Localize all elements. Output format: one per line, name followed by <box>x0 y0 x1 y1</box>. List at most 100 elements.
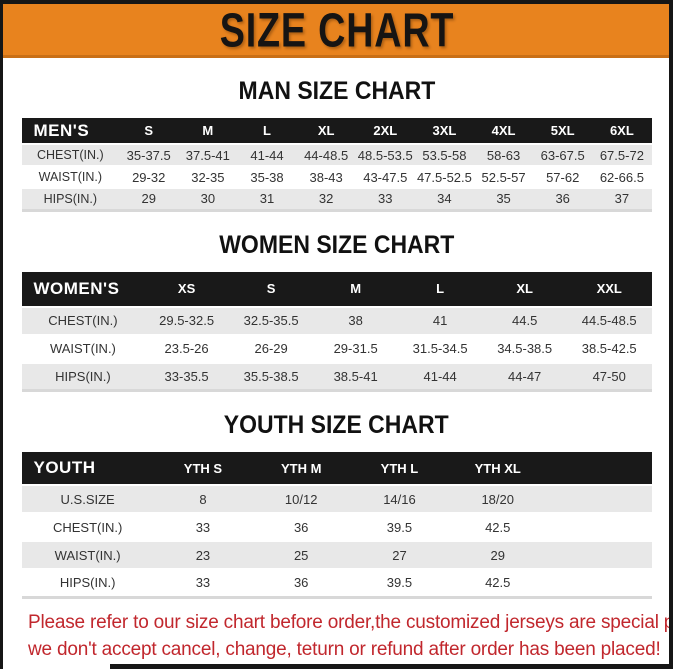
measurement-cell: 58-63 <box>473 143 534 166</box>
size-column-header: YTH XL <box>448 452 547 485</box>
size-column-header: 6XL <box>592 118 652 144</box>
measurement-cell: 10/12 <box>252 484 351 513</box>
measurement-cell: 23 <box>153 540 253 569</box>
measurement-cell: 32-35 <box>178 165 238 188</box>
measurement-cell: 42.5 <box>448 512 547 541</box>
measurement-cell: 48.5-53.5 <box>355 143 415 166</box>
measurement-cell: 57-62 <box>533 165 593 188</box>
disclaimer-line-2: we don't accept cancel, change, teturn o… <box>28 638 661 660</box>
measurement-cell <box>546 484 652 513</box>
measurement-cell: 44-47 <box>482 361 567 391</box>
measurement-cell: 33-35.5 <box>144 361 229 391</box>
table-header-row: YOUTH YTH S YTH M YTH L YTH XL <box>21 452 652 485</box>
table-row: CHEST(IN.) 35-37.5 37.5-41 41-44 44-48.5 48.5… <box>21 143 652 166</box>
row-label-cell: U.S.SIZE <box>21 484 154 513</box>
measurement-cell: 29 <box>448 540 547 569</box>
table-row: CHEST(IN.) 29.5-32.5 32.5-35.5 38 41 44.5 44.5… <box>21 305 652 335</box>
measurement-cell <box>546 568 652 597</box>
measurement-cell: 63-67.5 <box>533 143 593 166</box>
right-border <box>669 0 673 669</box>
measurement-cell: 23.5-26 <box>144 333 229 363</box>
table-row: HIPS(IN.) 29 30 31 32 33 34 35 36 37 <box>21 187 652 210</box>
size-column-header: YTH S <box>153 452 253 485</box>
size-column-header: XL <box>482 271 567 307</box>
size-column-header: 2XL <box>355 118 415 144</box>
measurement-cell: 47-50 <box>566 361 652 391</box>
women-size-table: WOMEN'S XS S M L XL XXL CHEST(IN.) 29.5-32.5 32.5… <box>21 271 652 392</box>
measurement-cell: 38-43 <box>296 165 356 188</box>
measurement-cell: 41 <box>397 305 483 335</box>
size-column-header: L <box>397 271 483 307</box>
size-column-header: S <box>119 118 179 144</box>
size-column-header: XS <box>144 271 229 307</box>
man-size-section: MAN SIZE CHART MEN'S S M L XL 2XL 3XL 4XL 5XL 6XL… <box>0 77 673 212</box>
measurement-cell: 47.5-52.5 <box>414 165 474 188</box>
size-column-header <box>546 452 652 485</box>
men-size-table: MEN'S S M L XL 2XL 3XL 4XL 5XL 6XL CHEST(IN.) 35-37… <box>21 118 652 212</box>
row-label-cell: WAIST(IN.) <box>21 333 145 363</box>
row-label-cell: HIPS(IN.) <box>21 361 145 391</box>
measurement-cell: 14/16 <box>350 484 449 513</box>
size-chart-banner: SIZE CHART <box>0 2 673 58</box>
measurement-cell: 36 <box>252 568 351 597</box>
measurement-cell: 33 <box>153 512 253 541</box>
measurement-cell: 33 <box>355 187 415 210</box>
measurement-cell: 37.5-41 <box>178 143 238 166</box>
measurement-cell: 62-66.5 <box>592 165 652 188</box>
size-column-header: M <box>178 118 238 144</box>
measurement-cell: 31 <box>237 187 297 210</box>
top-border <box>0 0 673 4</box>
row-label-cell: CHEST(IN.) <box>21 512 154 541</box>
size-column-header: S <box>228 271 314 307</box>
left-border <box>0 0 3 669</box>
table-header-row: WOMEN'S XS S M L XL XXL <box>21 271 652 307</box>
page-title: SIZE CHART <box>219 2 454 57</box>
size-column-header: M <box>313 271 398 307</box>
measurement-cell: 31.5-34.5 <box>397 333 483 363</box>
man-section-heading-text: MAN SIZE CHART <box>238 77 435 105</box>
measurement-cell: 67.5-72 <box>592 143 652 166</box>
measurement-cell: 35-37.5 <box>119 143 179 166</box>
size-column-header: L <box>237 118 297 144</box>
measurement-cell: 38.5-42.5 <box>566 333 652 363</box>
measurement-cell: 39.5 <box>350 568 449 597</box>
size-column-header: 4XL <box>473 118 534 144</box>
measurement-cell: 32.5-35.5 <box>228 305 314 335</box>
row-label-cell: WAIST(IN.) <box>21 540 154 569</box>
measurement-cell: 36 <box>533 187 593 210</box>
size-column-header: 3XL <box>414 118 474 144</box>
women-section-heading-text: WOMEN SIZE CHART <box>218 230 455 259</box>
disclaimer: Please refer to our size chart before or… <box>0 609 673 663</box>
measurement-cell: 44.5-48.5 <box>566 305 652 335</box>
measurement-cell <box>546 540 652 569</box>
size-column-header: YTH L <box>350 452 449 485</box>
measurement-cell: 44-48.5 <box>296 143 356 166</box>
youth-section-heading: YOUTH SIZE CHART <box>0 411 673 440</box>
measurement-cell: 35.5-38.5 <box>228 361 314 391</box>
table-header-row: MEN'S S M L XL 2XL 3XL 4XL 5XL 6XL <box>21 118 652 144</box>
measurement-cell: 53.5-58 <box>414 143 474 166</box>
row-label-cell: WAIST(IN.) <box>21 165 120 188</box>
table-row: CHEST(IN.) 33 36 39.5 42.5 <box>21 512 652 541</box>
table-row: WAIST(IN.) 29-32 32-35 35-38 38-43 43-47.5 47.… <box>21 165 652 188</box>
youth-size-section: YOUTH SIZE CHART YOUTH YTH S YTH M YTH L YTH… <box>0 411 673 599</box>
measurement-cell: 32 <box>296 187 356 210</box>
table-title-cell: YOUTH <box>21 452 154 485</box>
measurement-cell: 29.5-32.5 <box>144 305 229 335</box>
measurement-cell: 41-44 <box>397 361 483 391</box>
bottom-border <box>110 664 673 669</box>
measurement-cell: 52.5-57 <box>473 165 534 188</box>
measurement-cell: 27 <box>350 540 449 569</box>
measurement-cell: 44.5 <box>482 305 567 335</box>
measurement-cell: 39.5 <box>350 512 449 541</box>
measurement-cell: 38.5-41 <box>313 361 398 391</box>
measurement-cell: 29-32 <box>119 165 179 188</box>
women-section-heading: WOMEN SIZE CHART <box>0 231 673 260</box>
disclaimer-line-1: Please refer to our size chart before or… <box>28 611 673 633</box>
measurement-cell: 42.5 <box>448 568 547 597</box>
table-row: HIPS(IN.) 33 36 39.5 42.5 <box>21 568 652 597</box>
measurement-cell: 29 <box>119 187 179 210</box>
size-column-header: XL <box>296 118 356 144</box>
size-column-header: XXL <box>566 271 652 307</box>
